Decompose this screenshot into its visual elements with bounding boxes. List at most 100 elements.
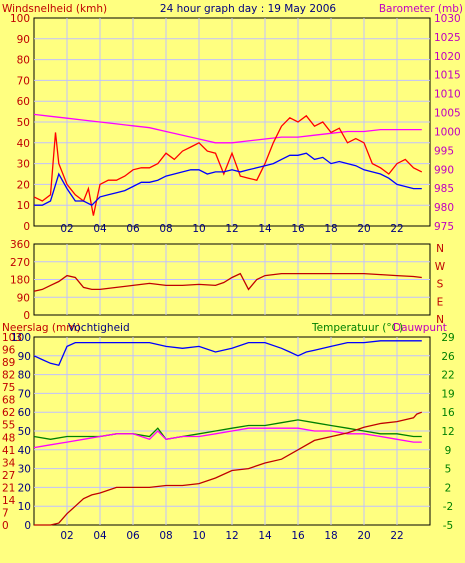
temp-y-tick-label: 12 <box>441 426 454 438</box>
wind-y-tick-label: 70 <box>17 75 30 87</box>
rain-y-tick-label: 89 <box>2 357 15 369</box>
rain-y-tick-label: 68 <box>2 395 15 407</box>
direction-y-tick-label: 270 <box>10 257 30 269</box>
rain-y-tick-label: 41 <box>2 445 15 457</box>
dewpoint-axis-title: Dauwpunt <box>393 322 447 334</box>
rain-y-tick-label: 82 <box>2 370 15 382</box>
wind-direction-line <box>33 272 422 292</box>
barometer-line <box>33 113 422 144</box>
baro-y-tick-label: 1015 <box>434 70 461 82</box>
wind-panel-x-tick-label: 10 <box>192 223 205 235</box>
humidity-axis-title: Vochtigheid <box>68 322 130 334</box>
baro-y-tick-label: 980 <box>434 202 454 214</box>
temp-y-tick-label: 5 <box>445 464 452 476</box>
temp-axis-title: Temperatuur (°C) <box>311 322 403 334</box>
climate-panel-x-tick-label: 14 <box>258 530 272 542</box>
temp-y-tick-label: -5 <box>443 520 453 532</box>
wind-panel-x-tick-label: 12 <box>225 223 238 235</box>
wind-y-tick-label: 80 <box>17 55 30 67</box>
humidity-y-tick-label: 70 <box>18 388 31 400</box>
wind-panel-x-tick-label: 16 <box>291 223 305 235</box>
direction-y-tick-label: 90 <box>17 292 30 304</box>
wind-panel-x-tick-label: 18 <box>324 223 337 235</box>
baro-y-tick-label: 985 <box>434 183 454 195</box>
humidity-y-tick-label: 0 <box>24 520 31 532</box>
dewpoint-line <box>33 427 422 449</box>
baro-y-tick-label: 1000 <box>434 126 461 138</box>
wind-y-tick-label: 60 <box>17 96 30 108</box>
wind-y-tick-label: 20 <box>17 179 30 191</box>
wind-y-tick-label: 10 <box>17 200 30 212</box>
compass-label: N <box>436 314 444 326</box>
temp-y-tick-label: 22 <box>441 370 454 382</box>
wind-panel-x-tick-label: 06 <box>126 223 140 235</box>
climate-panel-x-tick-label: 04 <box>93 530 107 542</box>
humidity-y-tick-label: 30 <box>18 464 31 476</box>
climate-panel-x-tick-label: 10 <box>192 530 205 542</box>
rain-y-tick-label: 34 <box>2 457 16 469</box>
climate-panel-x-tick-label: 06 <box>126 530 140 542</box>
climate-panel-x-tick-label: 18 <box>324 530 337 542</box>
rain-y-tick-label: 27 <box>2 470 15 482</box>
climate-panel-x-tick-label: 16 <box>291 530 305 542</box>
wind-gust-line <box>33 114 423 216</box>
humidity-y-tick-label: 40 <box>18 445 31 457</box>
rain-y-tick-label: 96 <box>2 345 16 357</box>
baro-y-tick-label: 1010 <box>434 89 461 101</box>
humidity-line <box>33 340 422 366</box>
humidity-y-tick-label: 80 <box>18 370 31 382</box>
baro-y-tick-label: 1030 <box>434 13 461 25</box>
humidity-y-tick-label: 20 <box>18 482 31 494</box>
rain-y-tick-label: 75 <box>2 382 15 394</box>
rain-y-tick-label: 55 <box>2 420 15 432</box>
rain-y-tick-label: 21 <box>2 482 15 494</box>
wind-y-tick-label: 30 <box>17 159 30 171</box>
humidity-y-tick-label: 50 <box>18 426 31 438</box>
rain-y-tick-label: 48 <box>2 432 15 444</box>
rain-y-tick-label: 103 <box>2 332 22 344</box>
wind-y-tick-label: 90 <box>17 34 30 46</box>
baro-axis-title: Barometer (mb) <box>379 3 463 15</box>
rain-y-tick-label: 7 <box>2 507 9 519</box>
wind-axis-title: Windsnelheid (kmh) <box>2 3 107 15</box>
compass-label: E <box>437 296 444 308</box>
wind-y-tick-label: 100 <box>10 13 30 25</box>
rainfall-line <box>34 411 423 526</box>
wind-speed-line <box>34 152 422 206</box>
climate-panel-x-tick-label: 20 <box>357 530 370 542</box>
wind-y-tick-label: 40 <box>17 138 30 150</box>
direction-y-tick-label: 180 <box>10 275 30 287</box>
temp-y-tick-label: 29 <box>441 332 454 344</box>
wind-panel-x-tick-label: 22 <box>390 223 403 235</box>
climate-panel-x-tick-label: 22 <box>390 530 403 542</box>
baro-y-tick-label: 1005 <box>434 108 461 120</box>
baro-y-tick-label: 975 <box>434 221 454 233</box>
temp-y-tick-label: 26 <box>441 351 455 363</box>
rain-axis-title: Neerslag (mm) <box>2 322 81 334</box>
temp-y-tick-label: 16 <box>441 407 455 419</box>
rain-y-tick-label: 14 <box>2 495 16 507</box>
temp-y-tick-label: 19 <box>441 388 454 400</box>
temp-y-tick-label: 9 <box>445 445 452 457</box>
wind-y-tick-label: 0 <box>23 221 30 233</box>
temp-y-tick-label: 2 <box>445 482 452 494</box>
humidity-y-tick-label: 60 <box>18 407 31 419</box>
compass-label: N <box>436 243 444 255</box>
climate-panel-x-tick-label: 02 <box>60 530 73 542</box>
chart-title: 24 hour graph day : 19 May 2006 <box>160 3 336 15</box>
baro-y-tick-label: 995 <box>434 145 454 157</box>
humidity-y-tick-label: 10 <box>18 501 31 513</box>
rain-y-tick-label: 62 <box>2 407 15 419</box>
wind-y-tick-label: 50 <box>17 117 30 129</box>
climate-panel-x-tick-label: 12 <box>225 530 238 542</box>
wind-panel-x-tick-label: 04 <box>93 223 107 235</box>
direction-y-tick-label: 0 <box>23 310 30 322</box>
rain-y-tick-label: 0 <box>2 520 9 532</box>
baro-y-tick-label: 1025 <box>434 32 461 44</box>
temp-y-tick-label: -2 <box>443 501 453 513</box>
humidity-y-tick-label: 100 <box>11 332 31 344</box>
wind-panel-x-tick-label: 02 <box>60 223 73 235</box>
wind-panel-x-tick-label: 14 <box>258 223 272 235</box>
